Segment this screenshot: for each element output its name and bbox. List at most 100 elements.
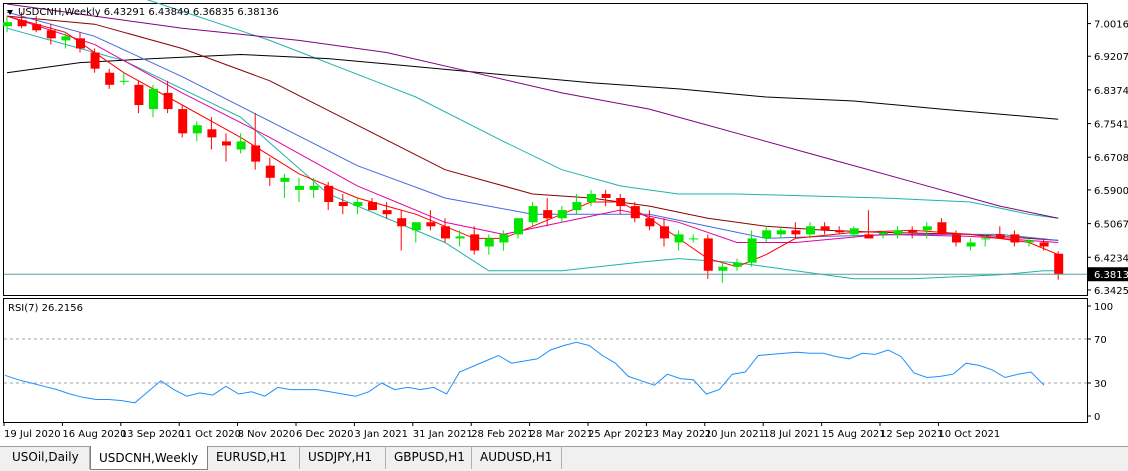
time-tick-label: 8 Nov 2020: [238, 429, 296, 440]
candle-body: [879, 232, 888, 235]
candle-body: [1054, 253, 1064, 275]
candles: [3, 12, 1064, 283]
candle-body: [368, 202, 377, 211]
candle-body: [324, 185, 334, 203]
price-tick-label: 6.67085: [1094, 153, 1128, 164]
time-tick-label: 18 Jul 2021: [763, 429, 820, 440]
candle-body: [733, 262, 742, 267]
time-tick-label: 25 Apr 2021: [588, 429, 650, 440]
candle-body: [908, 230, 918, 233]
time-tick-label: 10 Oct 2021: [938, 429, 1000, 440]
current-price-label: 6.38136: [1094, 270, 1128, 281]
candle-body: [703, 238, 713, 271]
candle-body: [484, 238, 494, 247]
candle-body: [557, 210, 567, 219]
candle-body: [265, 165, 275, 178]
rsi-tick-label: 70: [1094, 335, 1107, 346]
time-tick-label: 6 Dec 2020: [296, 429, 354, 440]
candle-body: [295, 185, 304, 190]
dropdown-triangle-icon[interactable]: [7, 10, 13, 15]
rsi-info: RSI(7) 26.2156: [8, 303, 83, 314]
price-axis: 7.00160 6.92075 6.83745 6.75415 6.67085 6.590…: [1087, 20, 1128, 297]
candle-body: [995, 234, 1005, 239]
tab-eurusd-h1[interactable]: EURUSD,H1: [208, 447, 300, 469]
tab-usdcnh-weekly[interactable]: USDCNH,Weekly: [90, 446, 208, 470]
candle-body: [192, 125, 202, 134]
tab-audusd-h1[interactable]: AUDUSD,H1: [472, 447, 562, 469]
candle-body: [382, 210, 392, 215]
candle-body: [514, 218, 523, 235]
candle-body: [981, 238, 991, 240]
candle-body: [236, 141, 246, 150]
time-tick-label: 12 Sep 2021: [880, 429, 943, 440]
current-price-tag: [1088, 267, 1128, 282]
rsi-line: [4, 341, 1045, 404]
candle-body: [849, 228, 859, 235]
candle-body: [893, 230, 903, 235]
candle-body: [601, 193, 611, 198]
time-tick-label: 28 Feb 2021: [471, 429, 533, 440]
ma-line-3: [6, 3, 1059, 219]
rsi-tick-label: 30: [1094, 379, 1107, 390]
price-tick-label: 6.75415: [1094, 120, 1128, 131]
candle-body: [864, 234, 874, 239]
price-tick-label: 7.00160: [1094, 20, 1128, 31]
candle-body: [251, 145, 261, 162]
candle-body: [105, 72, 115, 85]
rsi-tick-label: 0: [1094, 412, 1100, 423]
ma-line-0: [146, 0, 1059, 219]
time-tick-label: 19 Jul 2020: [4, 429, 61, 440]
time-tick-label: 16 Aug 2020: [62, 429, 126, 440]
candle-body: [630, 206, 640, 219]
tab-gbpusd-h1[interactable]: GBPUSD,H1: [386, 447, 472, 469]
candle-body: [46, 30, 56, 39]
candle-body: [3, 22, 12, 27]
candle-body: [645, 218, 655, 227]
time-tick-label: 20 Jun 2021: [705, 429, 765, 440]
chart-area[interactable]: 6.38136 7.00160 6.92075 6.83745 6.75415 6.67…: [0, 0, 1128, 446]
candle-body: [280, 177, 290, 182]
candle-body: [119, 80, 129, 82]
candle-body: [616, 198, 626, 207]
time-tick-label: 11 Oct 2020: [179, 429, 241, 440]
candle-body: [134, 84, 144, 106]
candle-body: [61, 36, 71, 41]
candle-body: [922, 226, 932, 231]
candle-body: [309, 185, 319, 190]
candle-body: [1010, 234, 1020, 243]
candle-body: [32, 24, 42, 31]
candle-body: [76, 38, 85, 49]
candle-body: [572, 202, 582, 211]
price-tick-label: 6.59000: [1094, 186, 1128, 197]
rsi-pane[interactable]: [3, 298, 1088, 423]
candle-body: [178, 109, 188, 134]
candle-body: [776, 230, 786, 235]
candle-body: [587, 193, 596, 203]
candle-body: [499, 234, 509, 243]
candle-body: [338, 202, 348, 207]
time-tick-label: 28 Mar 2021: [530, 429, 593, 440]
candle-body: [937, 222, 947, 235]
candle-body: [17, 20, 27, 27]
price-pane[interactable]: [3, 3, 1088, 296]
candle-body: [674, 234, 684, 243]
candle-body: [353, 202, 363, 207]
candle-body: [689, 238, 699, 240]
candle-body: [149, 88, 158, 110]
time-tick-label: 23 May 2021: [646, 429, 711, 440]
tab-usdjpy-h1[interactable]: USDJPY,H1: [300, 447, 386, 469]
candle-body: [222, 141, 231, 146]
candle-body: [411, 222, 421, 231]
candle-body: [806, 226, 815, 235]
candle-body: [791, 230, 801, 235]
candle-body: [397, 218, 407, 227]
time-tick-label: 15 Aug 2021: [822, 429, 886, 440]
tab-usoil-daily[interactable]: USOil,Daily: [4, 447, 90, 469]
candle-body: [762, 230, 772, 239]
candle-body: [966, 242, 976, 247]
candle-body: [426, 222, 436, 227]
candle-body: [90, 52, 100, 69]
rsi-indicator: [4, 338, 1087, 404]
candle-body: [820, 226, 830, 231]
